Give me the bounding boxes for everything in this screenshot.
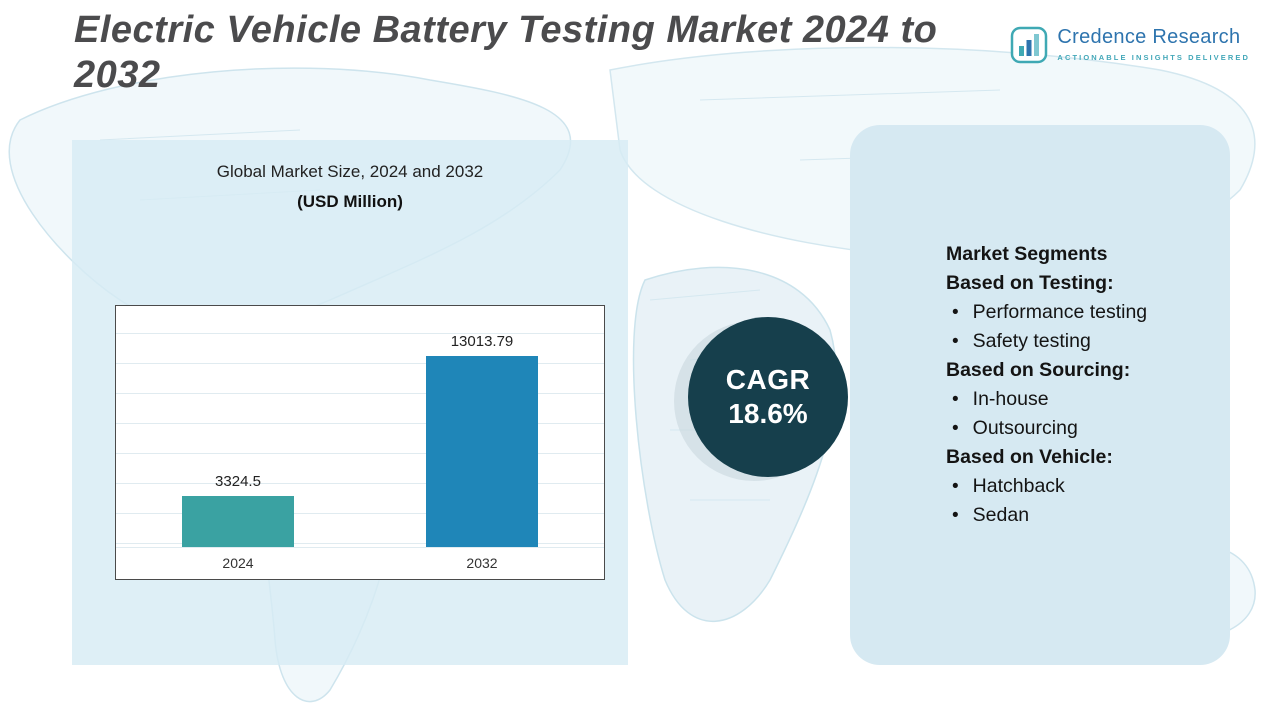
segments-heading-testing: Based on Testing: — [946, 272, 1114, 294]
segments-heading-sourcing: Based on Sourcing: — [946, 359, 1131, 381]
segment-item: Sedan — [946, 501, 1210, 530]
chart-subtitle: (USD Million) — [297, 192, 403, 211]
logo-name: Credence Research — [1057, 26, 1241, 48]
bar-group-2032: 13013.79 — [426, 333, 538, 547]
segments-list-sourcing: In-house Outsourcing — [946, 385, 1210, 443]
segment-item: Safety testing — [946, 327, 1210, 356]
logo-bar-chart-icon — [1011, 26, 1048, 64]
x-axis-labels: 2024 2032 — [116, 555, 604, 571]
bar-2024 — [182, 496, 294, 547]
bar-value-2024: 3324.5 — [215, 473, 261, 491]
cagr-label: CAGR — [725, 364, 811, 395]
segment-item-label: Hatchback — [972, 475, 1065, 497]
chart-panel: Global Market Size, 2024 and 2032 (USD M… — [72, 140, 628, 665]
logo-tagline: Actionable Insights Delivered — [1057, 53, 1250, 62]
bar-group-2024: 3324.5 — [182, 333, 294, 547]
segments-list-testing: Performance testing Safety testing — [946, 298, 1210, 356]
segment-item: In-house — [946, 385, 1210, 414]
segment-item: Performance testing — [946, 298, 1210, 327]
segment-item: Hatchback — [946, 472, 1210, 501]
chart-title: Global Market Size, 2024 and 2032 — [216, 162, 484, 181]
cagr-value: 18.6% — [728, 398, 808, 429]
page-title: Electric Vehicle Battery Testing Market … — [74, 9, 938, 96]
bar-2032 — [426, 356, 538, 547]
cagr-badge: CAGR 18.6% — [688, 317, 848, 477]
chart-plot-area: 3324.5 13013.79 — [116, 333, 604, 548]
bar-chart: 3324.5 13013.79 2024 2032 — [115, 305, 605, 580]
segments-list-vehicle: Hatchback Sedan — [946, 472, 1210, 530]
segment-item-label: Safety testing — [972, 330, 1091, 352]
segment-item-label: Performance testing — [972, 301, 1148, 323]
x-label-2024: 2024 — [222, 555, 254, 571]
segments-heading-vehicle: Based on Vehicle: — [946, 446, 1113, 468]
logo: Credence Research Actionable Insights De… — [1010, 26, 1250, 64]
bar-value-2032: 13013.79 — [450, 333, 514, 350]
segment-item-label: Sedan — [972, 504, 1030, 526]
x-label-2032: 2032 — [466, 555, 498, 571]
segment-item-label: In-house — [972, 388, 1049, 410]
segments-panel: Market Segments Based on Testing: Perfor… — [850, 125, 1230, 665]
segments-title: Market Segments — [946, 243, 1108, 265]
segment-item-label: Outsourcing — [972, 417, 1078, 439]
segment-item: Outsourcing — [946, 414, 1210, 443]
logo-text-wrap: Credence Research Actionable Insights De… — [1057, 26, 1250, 62]
